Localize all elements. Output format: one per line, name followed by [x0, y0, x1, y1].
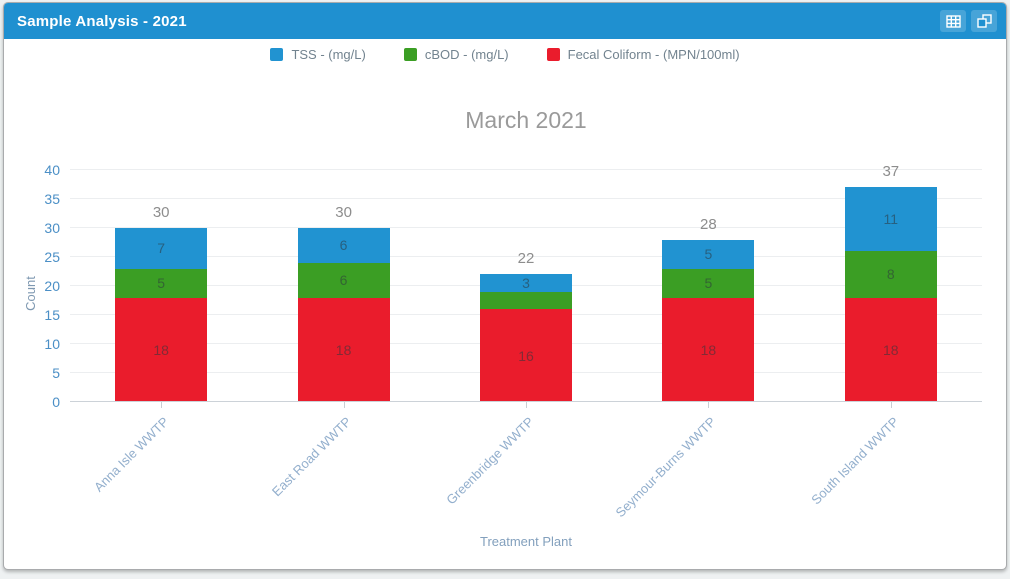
x-tick-mark — [708, 402, 710, 408]
chart-title: March 2021 — [465, 107, 587, 133]
bar-total-label: 30 — [152, 204, 170, 221]
legend-label: TSS - (mg/L) — [291, 46, 366, 62]
table-grid-icon[interactable] — [940, 10, 966, 32]
bar-total-label: 22 — [517, 250, 535, 268]
x-axis-line — [70, 401, 982, 402]
legend-label: cBOD - (mg/L) — [424, 46, 509, 62]
segment-value-label: 5 — [704, 275, 713, 292]
x-tick-mark — [343, 402, 345, 408]
x-category-label: East Road WWTP — [269, 414, 355, 500]
bar-total-label: 37 — [882, 163, 900, 181]
segment-value-label: 5 — [704, 246, 713, 263]
bar-segment[interactable]: 18 — [844, 297, 937, 402]
x-category-label: Anna Isle WWTP — [91, 414, 172, 495]
bar-segment[interactable]: 5 — [662, 268, 755, 298]
y-tick-label: 20 — [44, 278, 60, 294]
y-tick-label: 10 — [44, 336, 60, 352]
segment-value-label: 8 — [886, 266, 895, 283]
category-slot: 16 3 22 Greenbridge WWTP — [435, 170, 617, 507]
bar-segment[interactable]: 11 — [844, 187, 937, 252]
y-tick-label: 15 — [44, 307, 60, 323]
gridline — [70, 227, 982, 228]
segment-value-label: 18 — [335, 341, 352, 358]
widget-title: Sample Analysis - 2021 — [17, 12, 187, 30]
bar-segment[interactable] — [479, 291, 572, 310]
x-category-label: Seymour-Burns WWTP — [612, 414, 719, 521]
y-tick-label: 30 — [44, 220, 60, 236]
x-category-label: Greenbridge WWTP — [443, 414, 537, 508]
x-tick-mark — [525, 402, 527, 408]
chart-legend: TSS - (mg/L) cBOD - (mg/L) Fecal Coliform … — [4, 43, 1006, 65]
category-slot: 18 6 6 30 East Road WWTP — [252, 170, 434, 499]
gridline — [70, 169, 982, 170]
segment-value-label: 5 — [157, 275, 166, 292]
plot-area: 0 5 10 15 20 25 30 35 40 18 5 7 30 Anna Isle WWTP 18 6 6… — [44, 162, 982, 520]
legend-swatch — [546, 47, 560, 61]
segment-value-label: 6 — [339, 272, 348, 289]
header-icon-group — [940, 10, 1006, 32]
x-tick-mark — [161, 402, 163, 408]
stacked-bar: 18 5 5 — [662, 239, 755, 402]
segment-value-label: 7 — [157, 240, 166, 257]
segment-value-label: 6 — [339, 237, 348, 254]
gridline — [70, 256, 982, 257]
chart-widget-panel: Sample Analysis - 2021 — [3, 2, 1007, 570]
bar-segment[interactable]: 5 — [115, 268, 208, 298]
x-category-label: South Island WWTP — [808, 414, 902, 508]
y-tick-label: 0 — [52, 394, 60, 410]
y-tick-label: 5 — [52, 365, 60, 381]
gridline — [70, 198, 982, 199]
stacked-bar: 18 5 7 — [115, 228, 208, 402]
bar-segment[interactable]: 18 — [115, 297, 208, 402]
popout-windows-icon[interactable] — [971, 10, 997, 32]
bar-segment[interactable]: 3 — [479, 274, 572, 292]
segment-value-label: 18 — [153, 341, 169, 358]
bar-segment[interactable]: 7 — [115, 228, 208, 269]
category-slot: 18 8 11 37 South Island WWTP — [800, 163, 982, 507]
bar-total-label: 28 — [700, 215, 717, 233]
segment-value-label: 3 — [522, 275, 530, 292]
legend-item[interactable]: cBOD - (mg/L) — [403, 46, 509, 62]
legend-swatch — [403, 47, 417, 61]
category-slot: 18 5 5 28 Seymour-Burns WWTP — [613, 170, 799, 520]
bar-segment[interactable]: 6 — [297, 262, 390, 298]
x-axis-title: Treatment Plant — [479, 534, 572, 549]
y-axis-title: Count — [22, 276, 38, 311]
y-tick-label: 35 — [44, 191, 60, 207]
segment-value-label: 11 — [883, 211, 899, 228]
bar-total-label: 30 — [335, 204, 352, 221]
category-slot: 18 5 7 30 Anna Isle WWTP — [70, 170, 252, 495]
x-tick-mark — [890, 402, 892, 408]
bar-segment[interactable]: 5 — [662, 239, 755, 269]
stacked-bar: 18 6 6 — [297, 228, 390, 402]
segment-value-label: 16 — [518, 347, 534, 364]
segment-value-label: 18 — [882, 341, 899, 358]
bar-segment[interactable]: 6 — [297, 228, 390, 263]
bar-segment[interactable]: 8 — [844, 251, 937, 298]
segment-value-label: 18 — [700, 341, 717, 358]
stacked-bar: 18 8 11 — [844, 187, 937, 402]
widget-header: Sample Analysis - 2021 — [4, 3, 1006, 39]
legend-swatch — [270, 47, 284, 61]
y-tick-label: 40 — [44, 162, 60, 178]
stacked-bar: 16 3 — [479, 274, 572, 402]
y-tick-label: 25 — [44, 249, 60, 265]
bar-segment[interactable]: 18 — [297, 297, 390, 402]
bar-segment[interactable]: 16 — [479, 309, 572, 402]
legend-item[interactable]: TSS - (mg/L) — [270, 46, 366, 62]
legend-item[interactable]: Fecal Coliform - (MPN/100ml) — [546, 46, 740, 62]
bar-segment[interactable]: 18 — [662, 297, 755, 402]
legend-label: Fecal Coliform - (MPN/100ml) — [567, 46, 740, 62]
